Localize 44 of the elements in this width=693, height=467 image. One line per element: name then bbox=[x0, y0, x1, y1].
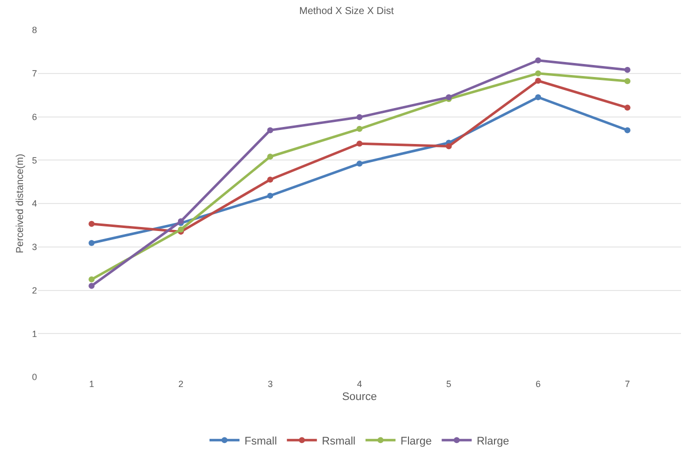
point bbox=[535, 70, 542, 76]
point bbox=[267, 127, 274, 134]
y-tick-label: 7 bbox=[32, 68, 37, 79]
x-tick-label: 3 bbox=[268, 379, 273, 389]
legend-label: Rlarge bbox=[476, 435, 510, 448]
y-tick-label: 2 bbox=[32, 285, 37, 296]
point bbox=[535, 78, 542, 84]
point bbox=[267, 154, 274, 160]
point bbox=[88, 282, 95, 289]
y-tick-label: 5 bbox=[32, 155, 37, 166]
y-axis-title: Perceived distance(m) bbox=[14, 154, 26, 254]
point bbox=[624, 104, 630, 111]
x-tick-label: 7 bbox=[624, 379, 630, 389]
x-tick-label: 1 bbox=[89, 379, 94, 389]
x-tick-label: 4 bbox=[356, 379, 362, 389]
legend-label: Fsmall bbox=[244, 435, 277, 448]
x-axis-title: Source bbox=[342, 391, 377, 404]
point bbox=[356, 126, 362, 132]
point bbox=[535, 57, 542, 64]
y-tick-label: 3 bbox=[32, 242, 37, 252]
point bbox=[88, 240, 95, 246]
y-tick-label: 4 bbox=[32, 198, 37, 209]
legend-label: Rsmall bbox=[322, 435, 356, 448]
point bbox=[267, 176, 274, 183]
chart-title: Method X Size X Dist bbox=[299, 6, 394, 18]
point bbox=[267, 192, 274, 199]
legend-label: Flarge bbox=[400, 435, 432, 448]
point bbox=[356, 160, 362, 167]
point bbox=[356, 114, 362, 120]
x-tick-label: 2 bbox=[178, 379, 184, 389]
point bbox=[624, 66, 630, 73]
point bbox=[624, 127, 630, 134]
point bbox=[88, 220, 95, 227]
y-tick-label: 0 bbox=[32, 372, 37, 382]
x-tick-label: 5 bbox=[446, 379, 452, 389]
y-tick-label: 8 bbox=[32, 25, 37, 36]
point bbox=[446, 143, 452, 150]
point bbox=[535, 94, 542, 100]
point bbox=[356, 140, 362, 147]
point bbox=[624, 78, 630, 84]
y-tick-label: 6 bbox=[32, 112, 37, 122]
point bbox=[88, 276, 95, 282]
y-tick-label: 1 bbox=[32, 328, 37, 339]
x-tick-label: 6 bbox=[536, 379, 541, 389]
